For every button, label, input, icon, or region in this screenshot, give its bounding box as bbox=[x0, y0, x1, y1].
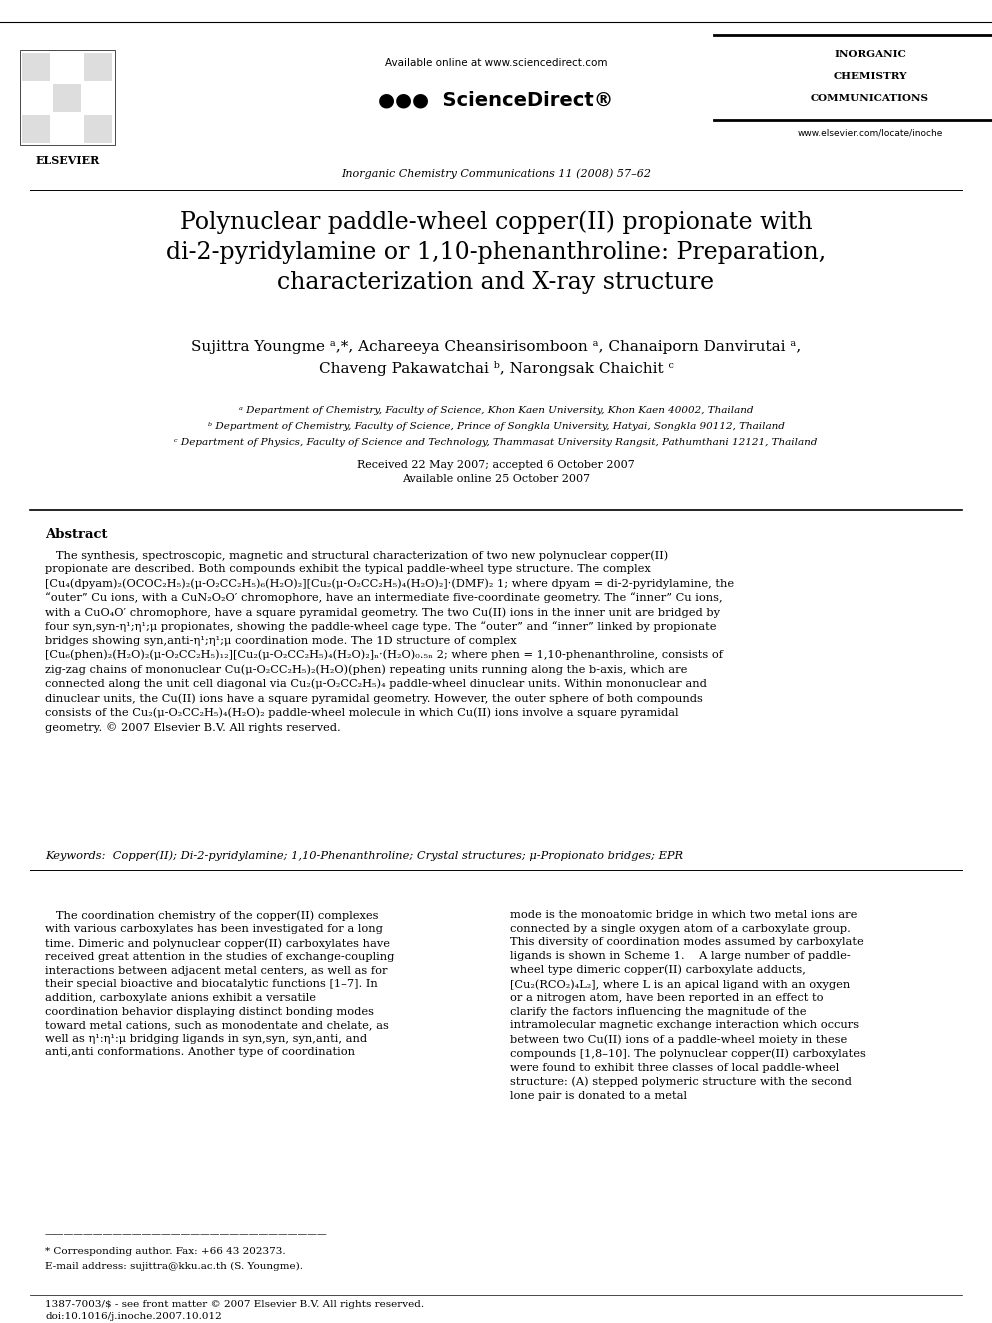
Text: Available online at www.sciencedirect.com: Available online at www.sciencedirect.co… bbox=[385, 58, 607, 67]
Text: Polynuclear paddle-wheel copper(II) propionate with
di-2-pyridylamine or 1,10-ph: Polynuclear paddle-wheel copper(II) prop… bbox=[166, 210, 826, 294]
Text: Sujittra Youngme ᵃ,*, Achareeya Cheansirisomboon ᵃ, Chanaiporn Danvirutai ᵃ,
Cha: Sujittra Youngme ᵃ,*, Achareeya Cheansir… bbox=[190, 340, 802, 376]
Text: COMMUNICATIONS: COMMUNICATIONS bbox=[811, 94, 929, 103]
Text: ELSEVIER: ELSEVIER bbox=[36, 155, 100, 165]
Bar bbox=[53, 83, 81, 112]
Text: ᶜ Department of Physics, Faculty of Science and Technology, Thammasat University: ᶜ Department of Physics, Faculty of Scie… bbox=[175, 438, 817, 447]
Bar bbox=[84, 115, 112, 143]
Text: Keywords:  Copper(II); Di-2-pyridylamine; 1,10-Phenanthroline; Crystal structure: Keywords: Copper(II); Di-2-pyridylamine;… bbox=[45, 849, 683, 860]
Text: 1387-7003/$ - see front matter © 2007 Elsevier B.V. All rights reserved.
doi:10.: 1387-7003/$ - see front matter © 2007 El… bbox=[45, 1301, 425, 1320]
Text: * Corresponding author. Fax: +66 43 202373.: * Corresponding author. Fax: +66 43 2023… bbox=[45, 1248, 286, 1256]
Text: Inorganic Chemistry Communications 11 (2008) 57–62: Inorganic Chemistry Communications 11 (2… bbox=[341, 168, 651, 179]
Bar bbox=[22, 53, 50, 81]
Text: INORGANIC: INORGANIC bbox=[834, 50, 906, 60]
Text: Received 22 May 2007; accepted 6 October 2007
Available online 25 October 2007: Received 22 May 2007; accepted 6 October… bbox=[357, 460, 635, 484]
Text: E-mail address: sujittra@kku.ac.th (S. Youngme).: E-mail address: sujittra@kku.ac.th (S. Y… bbox=[45, 1262, 303, 1271]
Text: Abstract: Abstract bbox=[45, 528, 107, 541]
Text: The coordination chemistry of the copper(II) complexes
with various carboxylates: The coordination chemistry of the copper… bbox=[45, 910, 395, 1057]
Bar bbox=[84, 53, 112, 81]
Text: CHEMISTRY: CHEMISTRY bbox=[833, 71, 907, 81]
Bar bbox=[22, 115, 50, 143]
Text: —————————————————————————————: ————————————————————————————— bbox=[45, 1230, 327, 1240]
Text: mode is the monoatomic bridge in which two metal ions are
connected by a single : mode is the monoatomic bridge in which t… bbox=[510, 910, 866, 1101]
Text: ●●●  ScienceDirect®: ●●● ScienceDirect® bbox=[378, 90, 614, 108]
Bar bbox=[20, 50, 115, 146]
Text: The synthesis, spectroscopic, magnetic and structural characterization of two ne: The synthesis, spectroscopic, magnetic a… bbox=[45, 550, 734, 733]
Text: www.elsevier.com/locate/inoche: www.elsevier.com/locate/inoche bbox=[798, 128, 942, 138]
Text: ᵇ Department of Chemistry, Faculty of Science, Prince of Songkla University, Hat: ᵇ Department of Chemistry, Faculty of Sc… bbox=[207, 422, 785, 431]
Text: ᵃ Department of Chemistry, Faculty of Science, Khon Kaen University, Khon Kaen 4: ᵃ Department of Chemistry, Faculty of Sc… bbox=[239, 406, 753, 415]
